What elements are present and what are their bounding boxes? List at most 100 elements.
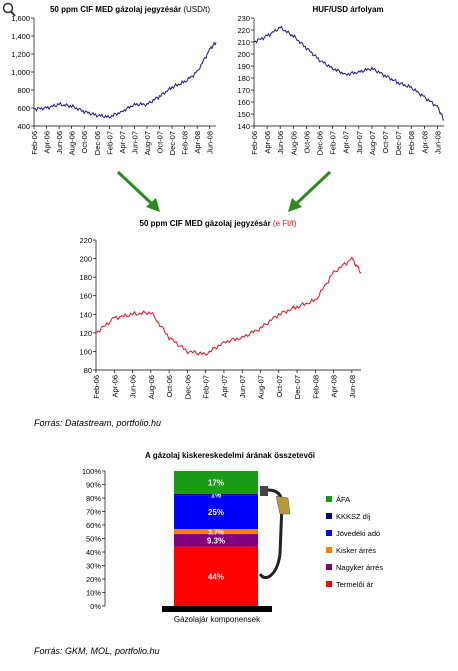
bar-y-tick-label: 50% [86,535,101,544]
huf-x-tick-label: Dec-07 [394,131,403,155]
mid-x-tick-label: Oct-06 [165,375,174,398]
legend-entry: ÁFA [336,495,350,504]
bar-y-tick-label: 60% [86,521,101,530]
x-axis-title: Gázolajár komponensek [174,615,261,624]
usd-x-tick-label: Feb-06 [30,131,39,155]
arrows [116,170,332,212]
mid-y-tick-label: 140 [79,310,92,319]
legend-swatch [326,513,332,519]
huf-y-tick-label: 230 [237,14,250,23]
huf-y-tick-label: 150 [237,110,250,119]
huf-x-tick-label: Apr-06 [263,131,272,154]
source-note-bottom: Forrás: GKM, MOL, portfolio.hu [34,646,160,656]
huf-x-tick-label: Aug-07 [368,131,377,155]
huf-x-tick-label: Dec-06 [316,131,325,155]
mid-x-tick-label: Dec-07 [293,375,302,399]
bar-data-label: 17% [208,478,224,487]
chart-title-usd: 50 ppm CIF MED gázolaj jegyzésár (USD/t) [50,5,210,14]
legend-swatch [326,547,332,553]
bar-data-label: 25% [208,508,224,517]
usd-x-tick-label: Jun-07 [130,131,139,154]
huf-series-line [253,25,445,121]
huf-x-tick-label: Apr-07 [342,131,351,154]
huf-x-tick-label: Apr-08 [420,131,429,154]
huf-y-tick-label: 190 [237,62,250,71]
mid-x-tick-label: Feb-06 [92,375,101,399]
huf-x-tick-label: Oct-06 [302,131,311,154]
chart-title-components: A gázolaj kiskereskedelmi árának összete… [145,451,315,460]
mid-y-tick-label: 120 [79,329,92,338]
usd-y-tick-label: 1,200 [11,50,30,59]
huf-x-tick-label: Oct-07 [381,131,390,154]
huf-x-tick-label: Jun-06 [276,131,285,154]
mid-y-tick-label: 160 [79,292,92,301]
chart-title-huf: HUF/USD árfolyam [312,5,383,14]
legend-entry: KKKSZ díj [336,512,371,521]
usd-y-tick-label: 800 [17,86,30,95]
huf-x-tick-label: Feb-06 [250,131,259,155]
mid-x-tick-label: Oct-07 [275,375,284,398]
huf-y-tick-label: 210 [237,38,250,47]
mid-x-tick-label: Aug-07 [256,375,265,399]
bar-y-tick-label: 70% [86,508,101,517]
legend-swatch [326,496,332,502]
usd-x-tick-label: Apr-08 [193,131,202,154]
mid-x-tick-label: Apr-07 [220,375,229,398]
usd-y-tick-label: 600 [17,104,30,113]
mid-y-tick-label: 220 [79,236,92,245]
chart-diesel-usd: 50 ppm CIF MED gázolaj jegyzésár (USD/t)… [11,5,217,155]
usd-x-tick-label: Apr-06 [43,131,52,154]
legend-entry: Nagyker árrés [336,563,383,572]
bar-y-tick-label: 10% [86,589,101,598]
mid-x-tick-label: Jun-06 [129,375,138,398]
usd-y-tick-label: 1,000 [11,68,30,77]
usd-x-tick-label: Feb-08 [181,131,190,155]
usd-x-tick-label: Apr-07 [118,131,127,154]
legend-entry: Jövedéki adó [336,529,380,538]
arrow-right [288,170,332,212]
huf-y-tick-label: 200 [237,50,250,59]
huf-x-tick-label: Feb-07 [329,131,338,155]
huf-y-tick-label: 220 [237,26,250,35]
legend-entry: Termelői ár [336,580,374,589]
huf-y-tick-label: 170 [237,86,250,95]
huf-x-tick-label: Jun-07 [355,131,364,154]
bar-data-label: 1% [211,493,222,500]
bar-segment [174,546,258,606]
usd-x-tick-label: Feb-07 [105,131,114,155]
huf-x-tick-label: Feb-08 [407,131,416,155]
magnifier-icon[interactable] [2,2,16,18]
bar-segment [174,493,258,496]
usd-x-tick-label: Jun-06 [55,131,64,154]
bar-segment [174,534,258,547]
chart-diesel-huf: 50 ppm CIF MED gázolaj jegyzésár (e Ft/t… [79,219,362,399]
bar-y-tick-label: 90% [86,481,101,490]
usd-x-tick-label: Dec-07 [168,131,177,155]
usd-x-tick-label: Jun-08 [206,131,215,154]
usd-x-tick-label: Dec-06 [93,131,102,155]
mid-y-tick-label: 80 [84,366,92,375]
usd-x-tick-label: Oct-06 [80,131,89,154]
bar-segment [174,529,258,535]
legend-entry: Kisker árrés [336,546,376,555]
legend-swatch [326,564,332,570]
bar-data-label: 44% [208,572,224,581]
mid-x-tick-label: Dec-06 [183,375,192,399]
mid-x-tick-label: Feb-07 [202,375,211,399]
arrow-left [116,170,160,212]
mid-x-tick-label: Jun-08 [348,375,357,398]
bar-data-label: 3.7% [208,530,225,537]
fuel-nozzle-icon [258,486,291,580]
bar-y-tick-label: 100% [82,467,102,476]
mid-y-tick-label: 200 [79,255,92,264]
mid-series-line [95,256,362,356]
bar-y-tick-label: 30% [86,562,101,571]
bar-segment [174,495,258,530]
mid-y-tick-label: 180 [79,273,92,282]
usd-y-tick-label: 1,400 [11,32,30,41]
huf-x-tick-label: Aug-06 [289,131,298,155]
usd-x-tick-label: Aug-07 [143,131,152,155]
pump-base [162,606,272,612]
huf-x-tick-label: Jun-08 [433,131,442,154]
mid-x-tick-label: Aug-06 [147,375,156,399]
